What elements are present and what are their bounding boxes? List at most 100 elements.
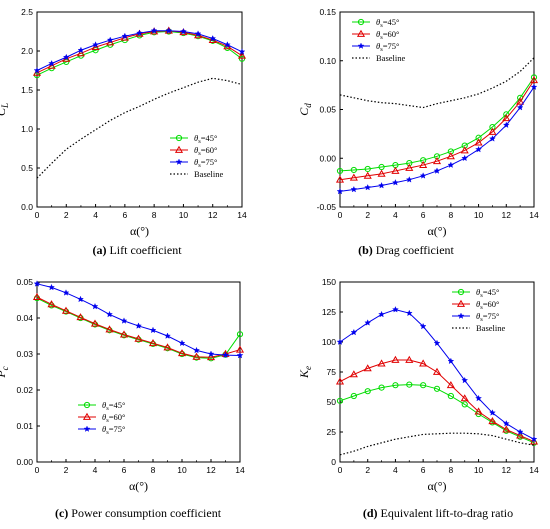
data-point	[165, 27, 173, 34]
data-point	[237, 51, 247, 59]
legend-entry-subscript: s	[198, 138, 201, 145]
x-tick-label: 12	[208, 210, 218, 220]
y-tick-label: 1.0	[21, 124, 33, 134]
x-tick-label: 2	[365, 210, 370, 220]
legend-entry: θs=45°	[376, 17, 399, 29]
legend-marker	[457, 312, 465, 319]
data-point	[392, 382, 399, 389]
y-axis-label-subscript: L	[0, 103, 10, 109]
x-tick-label: 6	[122, 210, 127, 220]
x-tick-label: 8	[151, 465, 156, 475]
data-point	[209, 34, 217, 42]
series-1	[33, 295, 244, 362]
data-point	[77, 295, 84, 303]
legend: θs=45°θs=60°θs=75°Baseline	[352, 17, 405, 63]
legend-entry: θs=45°	[102, 400, 125, 412]
data-point	[461, 401, 468, 408]
legend-entry-subscript: s	[106, 417, 109, 424]
chart-panel-1: 024681012140.00.51.01.52.02.5CLα(°)θs=45…	[0, 7, 247, 257]
y-tick-label: 25	[327, 427, 337, 437]
legend-marker	[82, 412, 92, 420]
data-point	[48, 59, 56, 67]
legend-entry: θs=75°	[194, 157, 217, 169]
y-tick-label: 0.00	[319, 153, 336, 163]
y-tick-label: 0.03	[16, 349, 33, 359]
chart-panel-2: 0 2 4 6 8 10 12 14-0.050.000.050.100.15Cdα(°)θs…	[297, 7, 539, 257]
data-point	[150, 27, 158, 34]
y-tick-label: 150	[322, 277, 336, 287]
data-point	[447, 161, 455, 168]
legend-entry-symbol: θ	[476, 287, 480, 297]
data-point	[33, 280, 41, 287]
series-line	[36, 77, 243, 179]
y-tick-label: 1.5	[21, 85, 33, 95]
data-point	[90, 319, 100, 327]
panel-caption-text: Drag coefficient	[373, 243, 455, 257]
y-axis-label: Pc	[0, 366, 10, 378]
y-tick-label: 0.02	[16, 385, 33, 395]
data-point	[391, 166, 400, 174]
chart-panel-3: 0 2 4 6 8 10 12 14 0.00 0.01 0.02 0.03 0.04 0.05 Pc α(°…	[0, 277, 245, 520]
legend-entry-value: =60°	[483, 299, 500, 309]
data-point	[502, 425, 511, 433]
legend-marker	[356, 29, 366, 37]
data-point	[530, 83, 538, 90]
data-point	[363, 364, 372, 372]
data-point	[364, 183, 372, 191]
data-point	[149, 326, 157, 334]
y-axis-label-subscript: d	[303, 103, 313, 108]
data-point	[192, 352, 201, 360]
x-tick-label: 12	[502, 465, 512, 475]
legend-entry-symbol: θ	[194, 133, 198, 143]
legend-marker	[456, 299, 466, 307]
legend-entry-symbol: θ	[102, 412, 106, 422]
series-2	[32, 26, 247, 76]
legend-entry-symbol: θ	[194, 145, 198, 155]
x-tick-label: 12	[206, 465, 216, 475]
data-point	[236, 351, 244, 359]
legend-entry-value: =75°	[201, 157, 218, 167]
legend-entry-value: =75°	[109, 424, 126, 434]
data-point	[392, 306, 399, 313]
legend-entry-value: =45°	[483, 287, 500, 297]
data-point	[349, 173, 358, 181]
legend-entry-subscript: s	[198, 162, 201, 169]
data-point	[474, 407, 483, 415]
data-point	[350, 166, 357, 174]
x-axis-label: α(°)	[427, 224, 446, 238]
data-point	[134, 334, 143, 342]
x-axis-label: α(°)	[427, 479, 446, 493]
x-axis-label: α(°)	[129, 479, 148, 493]
data-point	[148, 338, 158, 347]
data-point	[529, 76, 539, 84]
x-tick-label: 0	[338, 465, 343, 475]
data-point	[419, 172, 427, 179]
legend-entry-subscript: s	[106, 429, 109, 436]
data-point	[405, 355, 414, 363]
x-tick-label: 0	[35, 465, 40, 475]
series-4	[339, 57, 535, 109]
y-tick-label: 0.05	[16, 277, 33, 287]
x-tick-label: 2	[64, 210, 69, 220]
y-tick-label: 0.10	[319, 56, 336, 66]
data-point	[222, 351, 229, 358]
panel-caption-tag: (c)	[55, 506, 68, 520]
panel-caption-text: Power consumption coefficient	[68, 506, 221, 520]
panel-caption: (a) Lift coefficient	[92, 243, 182, 257]
data-point	[433, 167, 441, 174]
data-point	[489, 135, 496, 142]
data-point	[378, 310, 385, 318]
y-axis-label-symbol: C	[297, 107, 311, 116]
data-point	[516, 431, 525, 439]
data-point	[336, 167, 344, 175]
data-point	[446, 380, 455, 389]
series-1	[336, 74, 538, 175]
series-line	[339, 77, 535, 172]
data-point	[236, 331, 244, 338]
data-point	[178, 339, 186, 347]
legend-entry: θs=60°	[376, 29, 399, 41]
legend-entry: θs=60°	[476, 299, 499, 311]
legend-entry-value: =60°	[383, 29, 400, 39]
legend-entry-subscript: s	[480, 316, 483, 323]
y-tick-label: 2.5	[21, 7, 33, 17]
